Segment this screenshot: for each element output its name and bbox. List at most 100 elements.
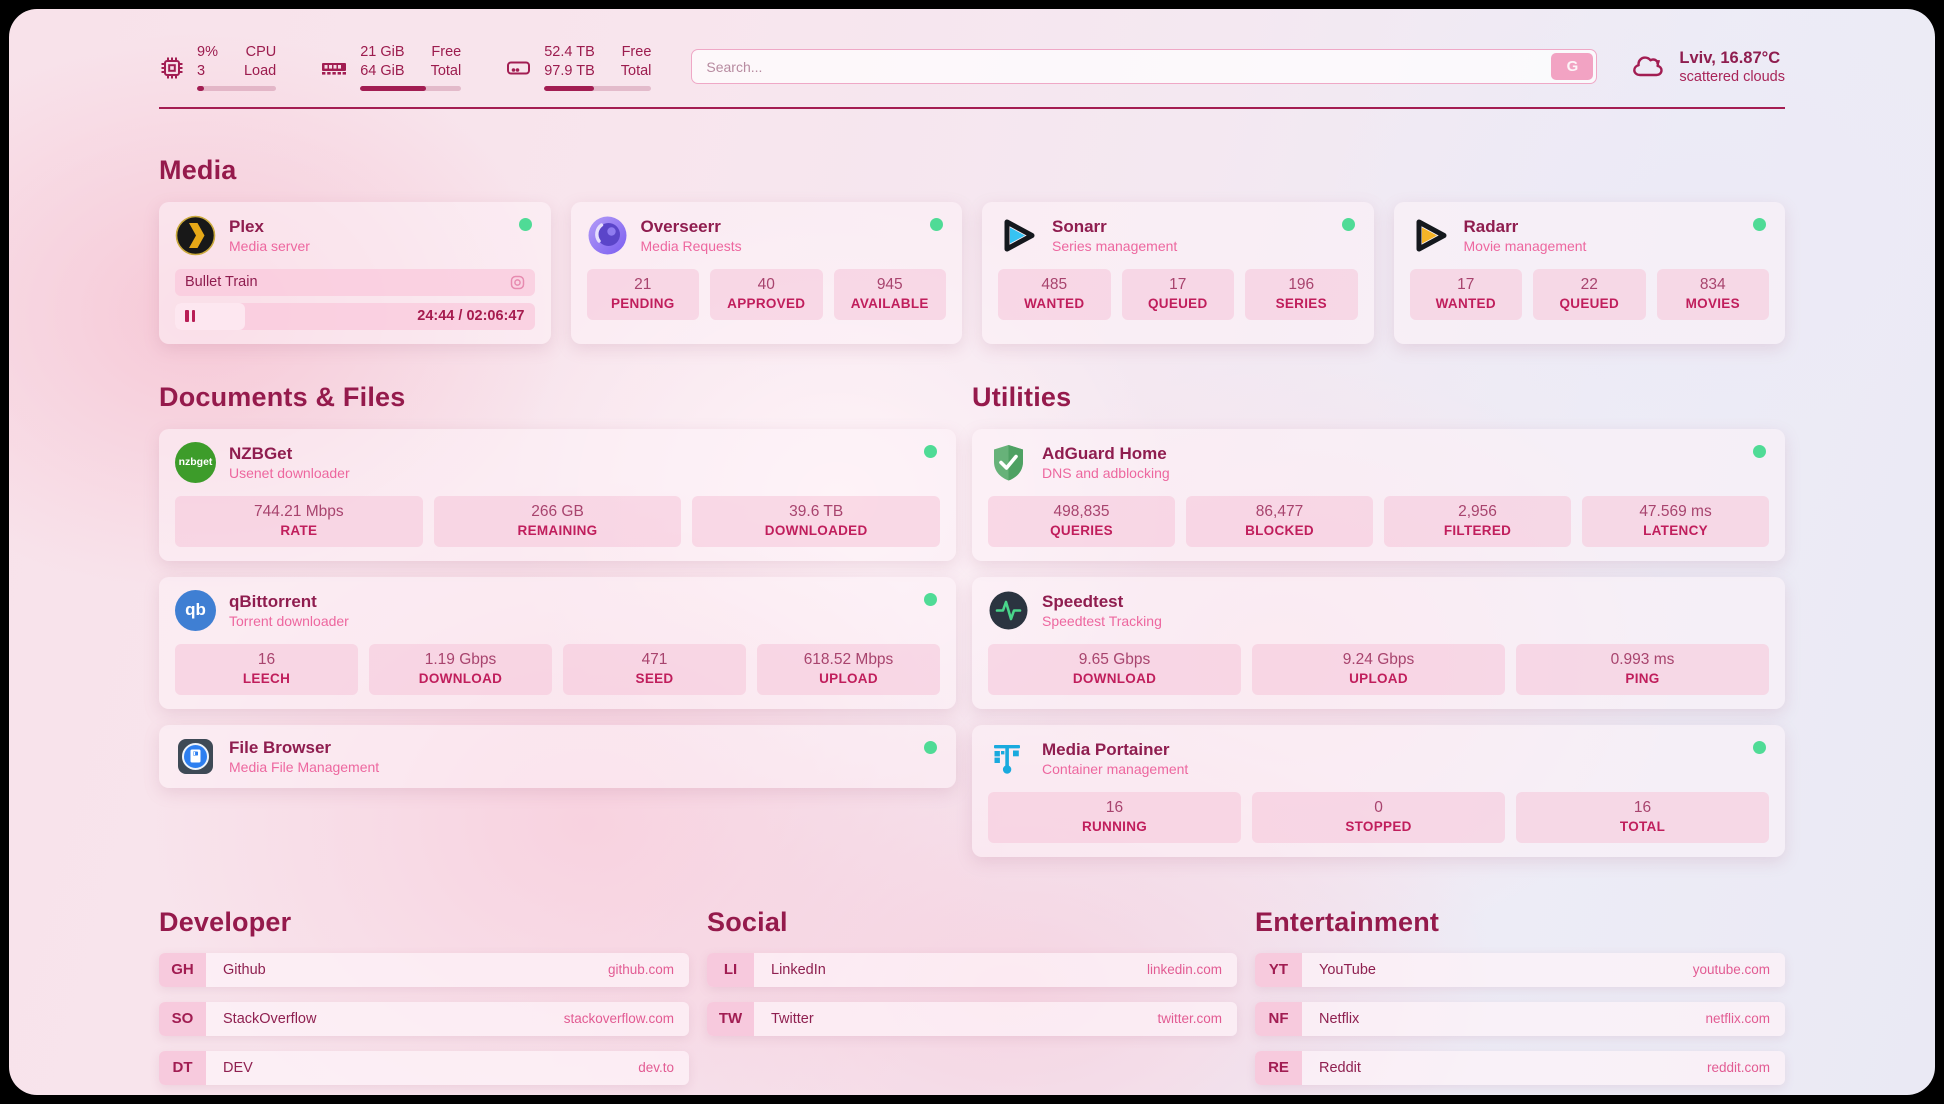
radarr-card[interactable]: Radarr Movie management 17 WANTED 22 QUEUE… xyxy=(1393,201,1785,344)
status-dot xyxy=(924,740,938,754)
app-name: File Browser xyxy=(229,737,332,757)
status-dot xyxy=(1341,217,1355,231)
search-bar: G xyxy=(691,49,1598,85)
bookmark-url: linkedin.com xyxy=(1146,962,1222,977)
app-subtitle: Media Requests xyxy=(640,237,742,254)
stat-tile: 16 TOTAL xyxy=(1516,791,1770,843)
stat-tile: 47.569 ms LATENCY xyxy=(1582,495,1770,547)
adguard-icon xyxy=(988,442,1029,483)
status-dot xyxy=(924,592,938,606)
memory-free-label: Free xyxy=(431,44,462,60)
sonarr-card[interactable]: Sonarr Series management 485 WANTED 17 QUE… xyxy=(982,201,1374,344)
disk-icon xyxy=(505,53,532,81)
cpu-progress-bar xyxy=(197,86,277,91)
app-name: Overseerr xyxy=(640,216,721,236)
portainer-card[interactable]: Media Portainer Container management 16 R… xyxy=(972,724,1785,857)
playback-progress-bar[interactable]: 24:44 / 02:06:47 xyxy=(175,302,535,330)
nzbget-icon: nzbget xyxy=(175,441,216,483)
app-name: Radarr xyxy=(1463,216,1519,236)
stat-tile: 16 RUNNING xyxy=(988,791,1242,843)
bookmark-name: Netflix xyxy=(1319,1010,1360,1027)
stat-tile: 22 QUEUED xyxy=(1533,268,1646,320)
stat-tile: 498,835 QUERIES xyxy=(988,495,1176,547)
stat-tile: 196 SERIES xyxy=(1245,268,1358,320)
stat-tile: 834 MOVIES xyxy=(1656,268,1769,320)
dashboard-page: 9% CPU 3 Load xyxy=(9,9,1935,1095)
stat-tile: 1.19 Gbps DOWNLOAD xyxy=(369,643,552,695)
stat-tile: 39.6 TB DOWNLOADED xyxy=(692,495,941,547)
bookmark-linkedin[interactable]: LI LinkedIn linkedin.com xyxy=(707,952,1237,987)
bookmark-name: Github xyxy=(223,961,266,978)
stat-tile: 9.24 Gbps UPLOAD xyxy=(1252,643,1506,695)
stat-tile: 17 WANTED xyxy=(1409,268,1522,320)
bookmark-netflix[interactable]: NF Netflix netflix.com xyxy=(1255,1001,1785,1036)
radarr-icon xyxy=(1410,215,1451,256)
search-input[interactable] xyxy=(691,49,1598,85)
disk-free-value: 52.4 TB xyxy=(544,44,595,60)
qbittorrent-card[interactable]: qb qBittorrent Torrent downloader 16 LEEC… xyxy=(159,576,957,709)
session-camera-icon xyxy=(510,275,525,290)
cpu-usage-value: 9% xyxy=(197,44,218,60)
stat-tile: 9.65 Gbps DOWNLOAD xyxy=(988,643,1242,695)
social-title: Social xyxy=(707,906,788,937)
memory-stat: 21 GiB Free 64 GiB Total xyxy=(320,43,462,91)
bookmark-github[interactable]: GH Github github.com xyxy=(159,952,689,987)
overseerr-card[interactable]: Overseerr Media Requests 21 PENDING 40 APP… xyxy=(570,201,962,344)
cloud-icon xyxy=(1631,52,1667,82)
documents-section-title: Documents & Files xyxy=(159,381,406,412)
stat-tile: 40 APPROVED xyxy=(710,268,823,320)
bookmark-twitter[interactable]: TW Twitter twitter.com xyxy=(707,1001,1237,1036)
adguard-card[interactable]: AdGuard Home DNS and adblocking 498,835 Q… xyxy=(972,428,1785,561)
cpu-load-value: 3 xyxy=(197,63,206,79)
bookmark-url: reddit.com xyxy=(1706,1060,1770,1075)
bookmark-abbr: SO xyxy=(159,1001,206,1036)
bookmark-name: Twitter xyxy=(771,1010,814,1027)
cpu-load-label: Load xyxy=(243,63,277,79)
bookmark-youtube[interactable]: YT YouTube youtube.com xyxy=(1255,952,1785,987)
bookmark-stackoverflow[interactable]: SO StackOverflow stackoverflow.com xyxy=(159,1001,689,1036)
app-subtitle: Torrent downloader xyxy=(229,612,349,629)
weather-widget[interactable]: Lviv, 16.87°C scattered clouds xyxy=(1631,48,1785,85)
app-subtitle: Series management xyxy=(1052,237,1178,254)
plex-now-playing: Bullet Train 24:44 / 02:06:47 xyxy=(175,268,535,330)
bookmark-abbr: DT xyxy=(159,1050,206,1085)
overseerr-icon xyxy=(587,215,628,256)
bookmark-url: stackoverflow.com xyxy=(563,1011,674,1026)
plex-card[interactable]: Plex Media server Bullet Train xyxy=(159,201,551,344)
plex-icon xyxy=(175,215,216,256)
app-name: qBittorrent xyxy=(229,591,317,611)
app-name: Sonarr xyxy=(1052,216,1107,236)
stat-tile: 2,956 FILTERED xyxy=(1384,495,1572,547)
bookmark-url: youtube.com xyxy=(1692,962,1770,977)
now-playing-title: Bullet Train xyxy=(185,274,258,290)
cpu-icon xyxy=(159,53,185,81)
stat-tile: 86,477 BLOCKED xyxy=(1186,495,1374,547)
bookmark-name: StackOverflow xyxy=(223,1010,317,1027)
memory-progress-bar xyxy=(360,86,462,91)
status-dot xyxy=(1753,740,1766,754)
bookmark-dev[interactable]: DT DEV dev.to xyxy=(159,1050,689,1085)
stat-tile: 744.21 Mbps RATE xyxy=(175,495,423,547)
pause-icon xyxy=(185,310,195,322)
disk-total-label: Total xyxy=(620,63,652,79)
stat-tile: 618.52 Mbps UPLOAD xyxy=(757,643,940,695)
nzbget-card[interactable]: nzbget NZBGet Usenet downloader 744.21 M… xyxy=(159,428,957,561)
bookmark-url: dev.to xyxy=(638,1060,674,1075)
app-name: Plex xyxy=(229,216,264,236)
app-name: Media Portainer xyxy=(1042,739,1170,759)
memory-total-label: Total xyxy=(430,63,462,79)
bookmark-abbr: YT xyxy=(1255,952,1302,987)
filebrowser-card[interactable]: File Browser Media File Management xyxy=(159,724,957,788)
status-dot xyxy=(518,217,532,231)
bookmark-reddit[interactable]: RE Reddit reddit.com xyxy=(1255,1050,1785,1085)
media-section: Media Plex Media server xyxy=(9,155,1935,344)
app-subtitle: Media File Management xyxy=(229,758,380,775)
stat-tile: 16 LEECH xyxy=(175,643,358,695)
disk-free-label: Free xyxy=(621,44,652,60)
speedtest-card[interactable]: Speedtest Speedtest Tracking 9.65 Gbps DO… xyxy=(972,576,1785,709)
search-engine-button[interactable]: G xyxy=(1551,53,1594,81)
developer-bookmarks: Developer GH Github github.com SO StackO… xyxy=(159,907,689,1085)
developer-title: Developer xyxy=(159,906,292,937)
status-dot xyxy=(924,444,938,458)
stat-tile: 471 SEED xyxy=(563,643,746,695)
